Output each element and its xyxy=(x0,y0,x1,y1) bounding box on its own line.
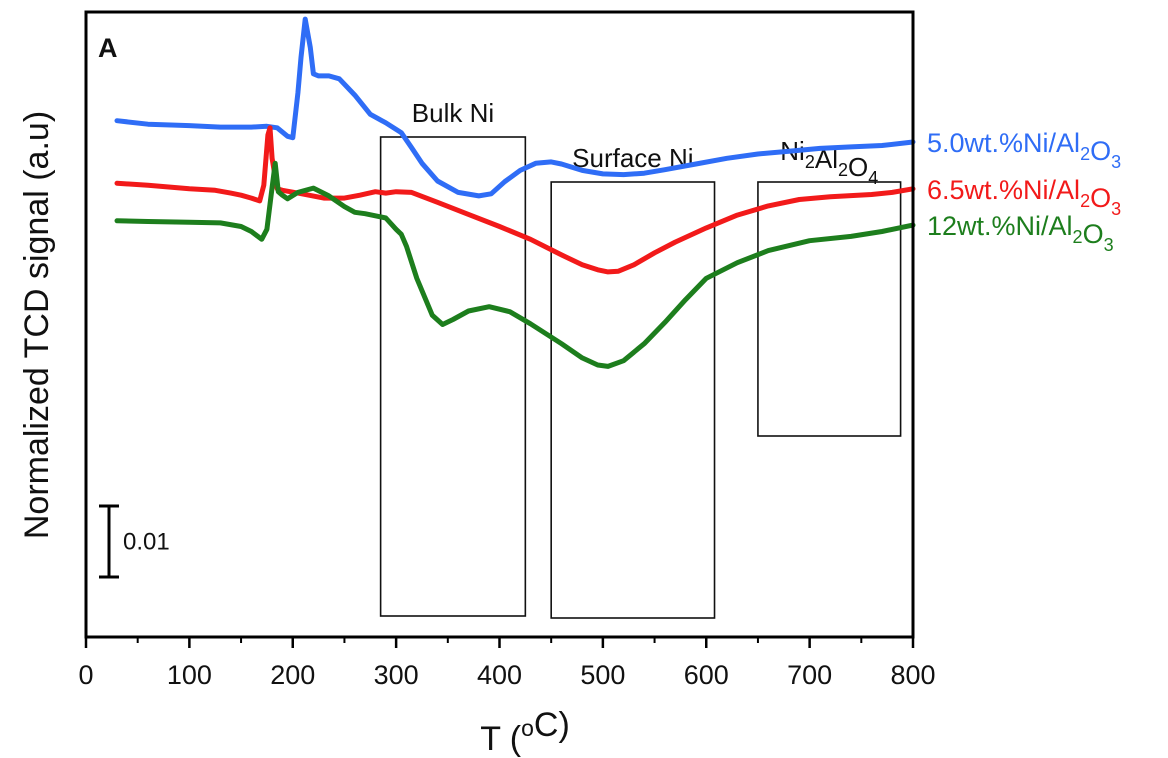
x-tick-label: 800 xyxy=(890,660,935,690)
x-tick-label: 400 xyxy=(477,660,522,690)
x-tick-label: 300 xyxy=(374,660,419,690)
series-label-3: 12wt.%Ni/Al2O3 xyxy=(927,211,1114,255)
series-line-1 xyxy=(114,16,916,199)
series-line-2 xyxy=(114,125,916,275)
x-tick-label: 0 xyxy=(78,660,93,690)
series-line-3 xyxy=(114,160,916,369)
series-label-2: 6.5wt.%Ni/Al2O3 xyxy=(927,175,1121,219)
series-lines xyxy=(114,16,916,369)
x-tick-label: 200 xyxy=(270,660,315,690)
x-axis-ticks: 0 100 200 300 400 500 600 700 800 xyxy=(78,637,936,690)
y-axis-label: Normalized TCD signal (a.u) xyxy=(18,111,56,539)
x-tick-label: 500 xyxy=(580,660,625,690)
x-tick-label: 600 xyxy=(684,660,729,690)
region-box-3 xyxy=(757,181,902,437)
region-label-3: Ni2Al2O4 xyxy=(780,136,878,188)
scale-bar: 0.01 xyxy=(99,504,170,579)
region-label-1: Bulk Ni xyxy=(412,98,494,128)
series-labels: 5.0wt.%Ni/Al2O36.5wt.%Ni/Al2O312wt.%Ni/A… xyxy=(927,128,1121,255)
region-box-2 xyxy=(550,181,716,619)
x-tick-label: 700 xyxy=(787,660,832,690)
region-box-1 xyxy=(379,136,527,617)
series-label-1: 5.0wt.%Ni/Al2O3 xyxy=(927,128,1121,172)
scale-bar-label: 0.01 xyxy=(123,528,170,555)
plot-area-frame xyxy=(84,10,915,639)
x-tick-label: 100 xyxy=(167,660,212,690)
x-axis-label: T (oC) xyxy=(480,706,570,758)
panel-label: A xyxy=(98,33,118,63)
